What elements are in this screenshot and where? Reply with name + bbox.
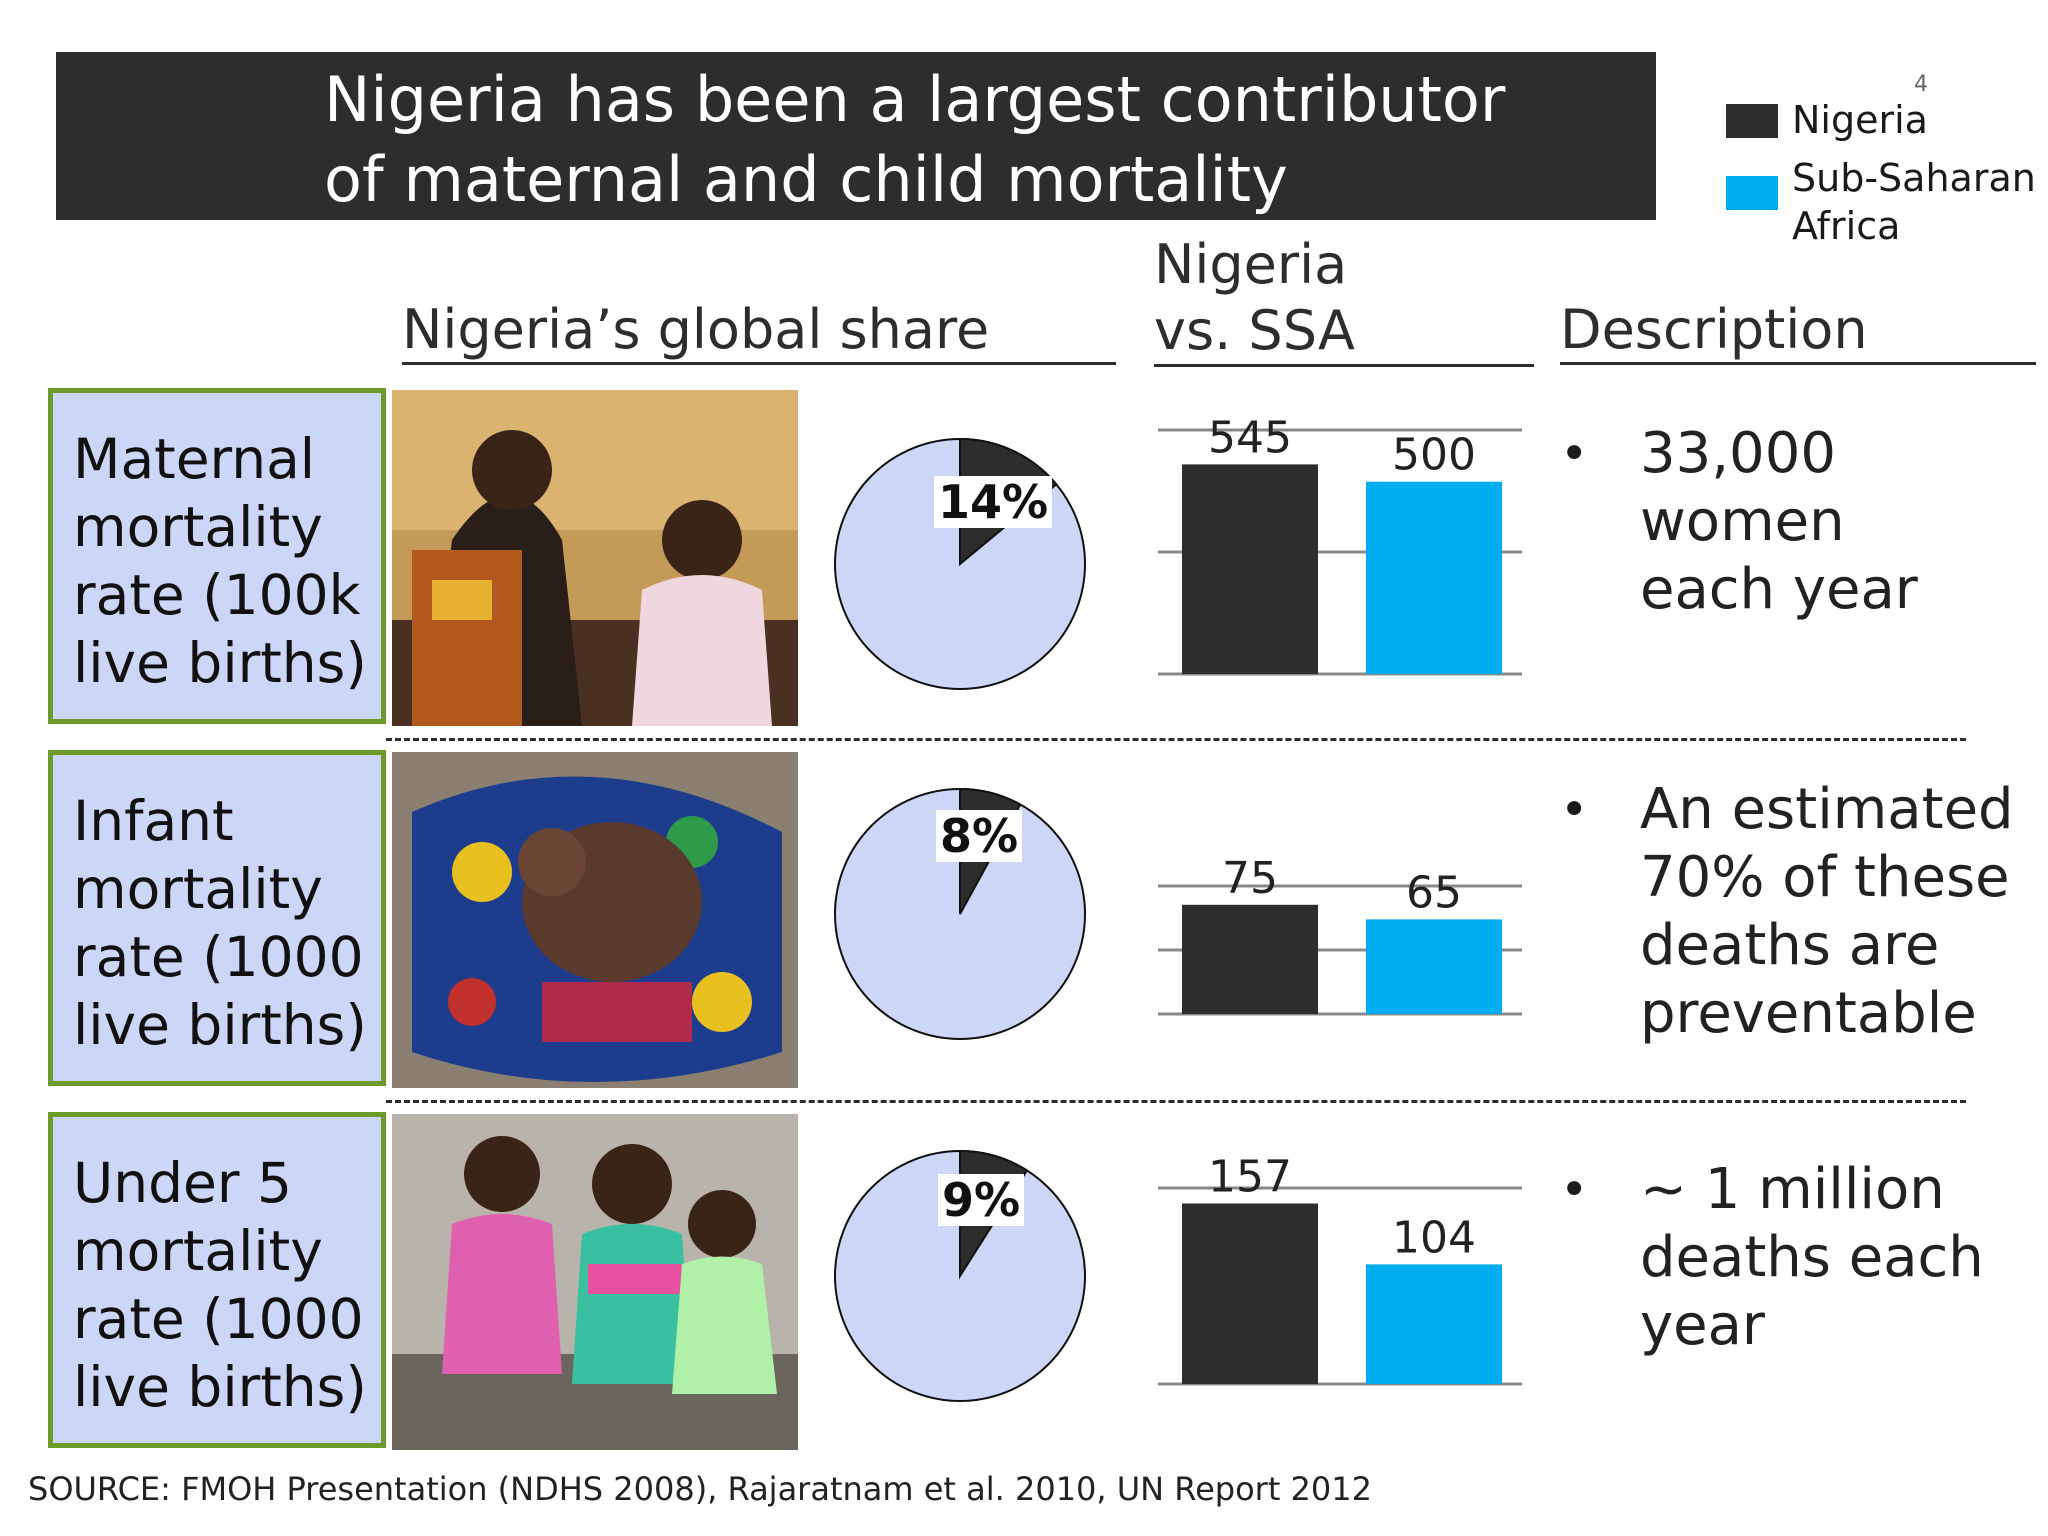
title-line-2: of maternal and child mortality bbox=[324, 140, 1656, 220]
mother-and-child-photo bbox=[392, 390, 798, 726]
description-text: ~ 1 million deaths each year bbox=[1640, 1156, 2040, 1360]
newborn-baby-photo bbox=[392, 752, 798, 1088]
row-divider bbox=[386, 738, 1966, 741]
legend-label-ssa: Sub-Saharan Africa bbox=[1792, 154, 2048, 250]
row-label-under5: Under 5 mortality rate (1000 live births… bbox=[48, 1112, 386, 1448]
bar-label-nigeria: 157 bbox=[1208, 1152, 1292, 1203]
bar-chart-maternal: 545 500 bbox=[1150, 420, 1530, 680]
bar-ssa bbox=[1366, 919, 1502, 1014]
header-vs-ssa: Nigeria vs. SSA bbox=[1154, 232, 1534, 367]
row-label-text: Infant mortality rate (1000 live births) bbox=[73, 787, 381, 1059]
bar-svg: 75 65 bbox=[1150, 828, 1530, 1028]
bar-ssa bbox=[1366, 482, 1502, 674]
bar-label-ssa: 65 bbox=[1406, 867, 1462, 918]
three-children-photo bbox=[392, 1114, 798, 1450]
title-line-1: Nigeria has been a largest contributor bbox=[324, 60, 1656, 140]
bar-nigeria bbox=[1182, 1204, 1318, 1385]
legend-swatch-ssa bbox=[1726, 176, 1778, 210]
bar-svg: 545 500 bbox=[1150, 420, 1530, 680]
row-label-infant: Infant mortality rate (1000 live births) bbox=[48, 750, 386, 1086]
row-label-text: Maternal mortality rate (100k live birth… bbox=[73, 425, 381, 697]
pie-data-label: 14% bbox=[934, 476, 1052, 528]
title-banner: Nigeria has been a largest contributor o… bbox=[56, 52, 1656, 220]
bar-ssa bbox=[1366, 1264, 1502, 1384]
row-label-maternal: Maternal mortality rate (100k live birth… bbox=[48, 388, 386, 724]
header-global-share: Nigeria’s global share bbox=[402, 298, 1116, 365]
bar-nigeria bbox=[1182, 464, 1318, 674]
description-text: 33,000 women each year bbox=[1640, 420, 2040, 624]
bar-chart-infant: 75 65 bbox=[1150, 828, 1530, 1088]
bar-svg: 157 104 bbox=[1150, 1150, 1530, 1390]
row-divider bbox=[386, 1100, 1966, 1103]
bar-label-ssa: 500 bbox=[1392, 430, 1476, 481]
pie-chart-infant: 8% bbox=[832, 786, 1088, 1042]
bullet-icon: • bbox=[1560, 776, 1588, 844]
header-description: Description bbox=[1560, 298, 2036, 365]
source-note: SOURCE: FMOH Presentation (NDHS 2008), R… bbox=[28, 1470, 1372, 1508]
bullet-icon: • bbox=[1560, 420, 1588, 488]
bar-chart-under5: 157 104 bbox=[1150, 1150, 1530, 1410]
row-label-text: Under 5 mortality rate (1000 live births… bbox=[73, 1149, 381, 1421]
pie-chart-under5: 9% bbox=[832, 1148, 1088, 1404]
pie-chart-maternal: 14% bbox=[832, 436, 1088, 692]
bar-label-nigeria: 75 bbox=[1222, 853, 1278, 904]
bullet-icon: • bbox=[1560, 1156, 1588, 1224]
legend-label-nigeria: Nigeria bbox=[1792, 96, 2048, 144]
page-number: 4 bbox=[1914, 72, 1928, 97]
bar-label-ssa: 104 bbox=[1392, 1212, 1476, 1263]
bar-nigeria bbox=[1182, 905, 1318, 1014]
description-text: An estimated 70% of these deaths are pre… bbox=[1640, 776, 2040, 1048]
bar-label-nigeria: 545 bbox=[1208, 420, 1292, 463]
pie-data-label: 9% bbox=[938, 1174, 1024, 1226]
pie-data-label: 8% bbox=[936, 810, 1022, 862]
legend-swatch-nigeria bbox=[1726, 104, 1778, 138]
